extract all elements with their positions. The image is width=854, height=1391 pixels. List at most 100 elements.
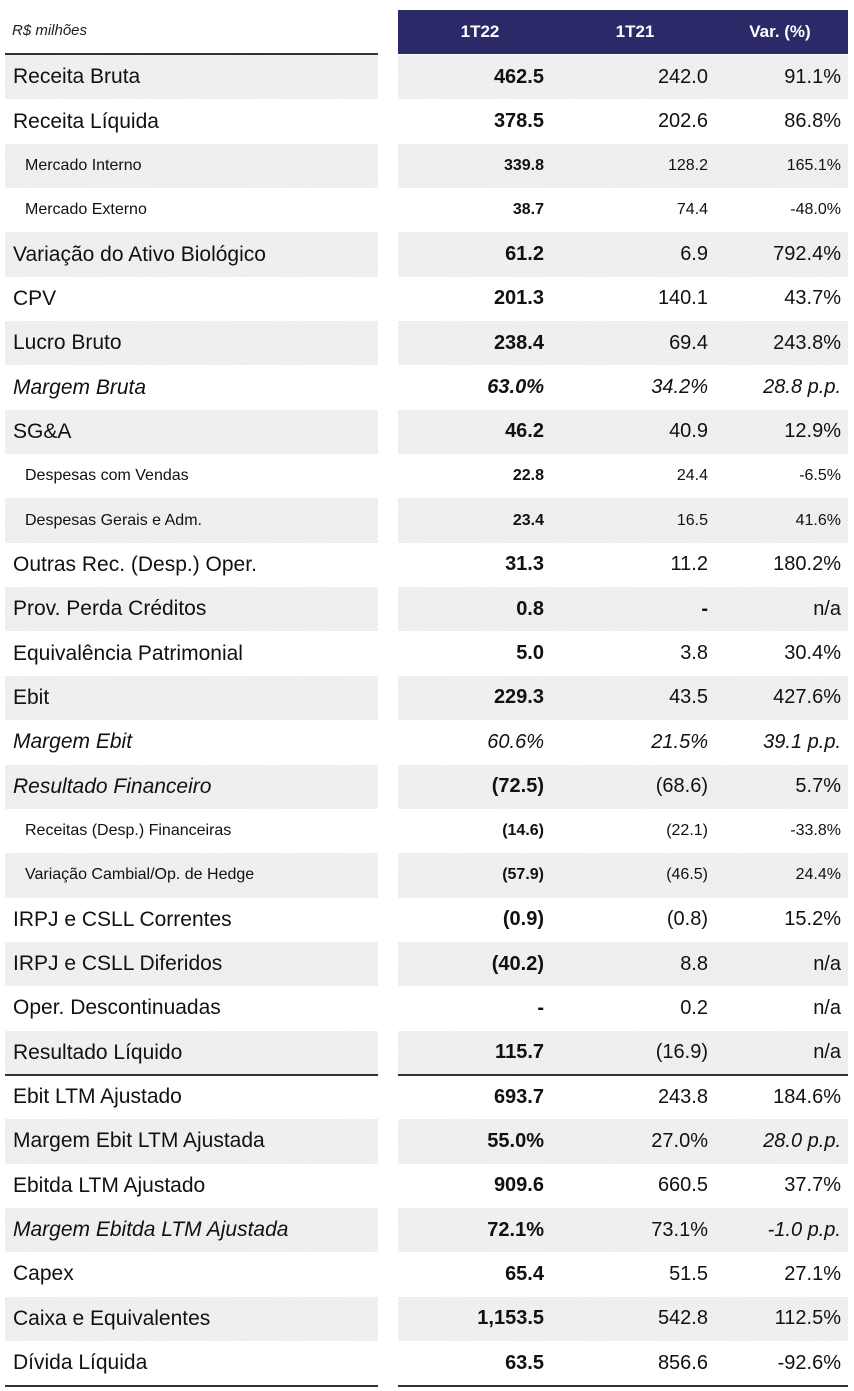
label-cell-bg bbox=[5, 277, 378, 321]
label-cell-bg bbox=[5, 764, 378, 809]
table-row: Mercado Externo 38.7 74.4 -48.0% bbox=[0, 188, 854, 232]
table-row: Lucro Bruto 238.4 69.4 243.8% bbox=[0, 321, 854, 366]
value-variation: 165.1% bbox=[786, 156, 841, 174]
value-1t22: 229.3 bbox=[493, 686, 544, 709]
value-1t22: (72.5) bbox=[491, 775, 544, 798]
value-1t21: (46.5) bbox=[666, 866, 708, 884]
value-1t21: (16.9) bbox=[655, 1041, 708, 1064]
value-variation: 86.8% bbox=[784, 110, 841, 133]
row-label: Margem Ebit LTM Ajustada bbox=[13, 1129, 265, 1153]
row-label: Resultado Financeiro bbox=[13, 774, 212, 798]
value-1t21: 140.1 bbox=[657, 287, 708, 310]
value-cell-bg bbox=[398, 675, 848, 721]
value-cell-bg bbox=[398, 1252, 848, 1296]
value-variation: 180.2% bbox=[773, 553, 841, 576]
row-label: Variação Cambial/Op. de Hedge bbox=[25, 866, 255, 884]
table-row: Resultado Financeiro (72.5) (68.6) 5.7% bbox=[0, 764, 854, 809]
value-variation: 12.9% bbox=[784, 420, 841, 443]
value-1t22: 5.0 bbox=[516, 642, 544, 665]
value-cell-bg bbox=[398, 1030, 848, 1075]
value-1t22: (57.9) bbox=[502, 866, 544, 884]
value-cell-bg bbox=[398, 277, 848, 321]
value-variation: 27.1% bbox=[784, 1262, 841, 1285]
table-row: Margem Bruta 63.0% 34.2% 28.8 p.p. bbox=[0, 365, 854, 409]
value-1t21: - bbox=[701, 597, 708, 620]
value-variation: 15.2% bbox=[784, 908, 841, 931]
value-variation: 43.7% bbox=[784, 287, 841, 310]
table-row: Oper. Descontinuadas - 0.2 n/a bbox=[0, 986, 854, 1030]
value-cell-bg bbox=[398, 1119, 848, 1164]
table-body: Receita Bruta 462.5 242.0 91.1% Receita Líqu… bbox=[0, 55, 854, 1387]
label-cell-bg bbox=[5, 409, 378, 455]
value-1t21: 243.8 bbox=[657, 1085, 708, 1108]
value-variation: 24.4% bbox=[795, 866, 841, 884]
table-row: Dívida Líquida 63.5 856.6 -92.6% bbox=[0, 1341, 854, 1385]
value-cell-bg bbox=[398, 986, 848, 1030]
value-cell-bg bbox=[398, 1164, 848, 1208]
table-row: Despesas Gerais e Adm. 23.4 16.5 41.6% bbox=[0, 498, 854, 543]
row-label: Prov. Perda Créditos bbox=[13, 597, 207, 621]
value-cell-bg bbox=[398, 232, 848, 277]
value-cell-bg bbox=[398, 99, 848, 143]
label-cell-bg bbox=[5, 232, 378, 277]
value-1t21: 69.4 bbox=[669, 331, 708, 354]
value-1t21: 16.5 bbox=[676, 511, 708, 529]
section-rule bbox=[398, 1074, 848, 1077]
row-label: Dívida Líquida bbox=[13, 1351, 148, 1375]
value-cell-bg bbox=[398, 1207, 848, 1253]
value-variation: 112.5% bbox=[774, 1307, 841, 1330]
table-row: CPV 201.3 140.1 43.7% bbox=[0, 277, 854, 321]
value-1t22: 65.4 bbox=[505, 1262, 544, 1285]
value-1t21: 40.9 bbox=[669, 420, 708, 443]
table-row: Resultado Líquido 115.7 (16.9) n/a bbox=[0, 1030, 854, 1075]
value-cell-bg bbox=[398, 321, 848, 366]
row-label: IRPJ e CSLL Diferidos bbox=[13, 952, 223, 976]
value-cell-bg bbox=[398, 454, 848, 498]
label-cell-bg bbox=[5, 321, 378, 366]
row-label: Caixa e Equivalentes bbox=[13, 1306, 211, 1330]
table-row: Variação do Ativo Biológico 61.2 6.9 792.4% bbox=[0, 232, 854, 277]
value-variation: -6.5% bbox=[799, 467, 841, 485]
value-1t22: 0.8 bbox=[516, 597, 544, 620]
table-row: Receita Líquida 378.5 202.6 86.8% bbox=[0, 99, 854, 143]
table-row: Outras Rec. (Desp.) Oper. 31.3 11.2 180.2% bbox=[0, 543, 854, 587]
table-row: Equivalência Patrimonial 5.0 3.8 30.4% bbox=[0, 631, 854, 675]
unit-label: R$ milhões bbox=[12, 22, 88, 39]
row-label: Receita Bruta bbox=[13, 65, 141, 89]
label-cell-bg bbox=[5, 675, 378, 721]
value-1t22: 61.2 bbox=[505, 243, 544, 266]
value-1t22: 1,153.5 bbox=[477, 1307, 544, 1330]
value-1t21: 51.5 bbox=[669, 1262, 708, 1285]
value-1t21: 73.1% bbox=[651, 1218, 708, 1241]
value-variation: 30.4% bbox=[784, 642, 841, 665]
section-rule bbox=[5, 1384, 378, 1387]
header-rule bbox=[5, 53, 378, 55]
table-row: Mercado Interno 339.8 128.2 165.1% bbox=[0, 143, 854, 189]
value-cell-bg bbox=[398, 898, 848, 942]
value-1t21: 24.4 bbox=[676, 467, 708, 485]
row-label: Mercado Externo bbox=[25, 201, 147, 219]
label-cell-bg bbox=[5, 1030, 378, 1075]
value-1t22: 60.6% bbox=[487, 730, 544, 753]
value-variation: 28.0 p.p. bbox=[763, 1129, 841, 1152]
column-header-variation: Var. (%) bbox=[749, 22, 811, 41]
value-1t21: 6.9 bbox=[680, 243, 708, 266]
value-1t21: 856.6 bbox=[657, 1351, 708, 1374]
value-cell-bg bbox=[398, 764, 848, 809]
table-row: Ebit 229.3 43.5 427.6% bbox=[0, 675, 854, 721]
value-1t21: 11.2 bbox=[670, 553, 708, 576]
table-row: Caixa e Equivalentes 1,153.5 542.8 112.5% bbox=[0, 1296, 854, 1341]
value-variation: 91.1% bbox=[784, 65, 841, 88]
value-1t22: 23.4 bbox=[512, 511, 544, 529]
value-1t22: 63.5 bbox=[505, 1351, 544, 1374]
value-variation: 37.7% bbox=[784, 1174, 841, 1197]
value-cell-bg bbox=[398, 188, 848, 232]
value-variation: 184.6% bbox=[773, 1085, 841, 1108]
label-cell-bg bbox=[5, 498, 378, 543]
table-row: Margem Ebit 60.6% 21.5% 39.1 p.p. bbox=[0, 720, 854, 764]
value-cell-bg bbox=[398, 587, 848, 632]
value-cell-bg bbox=[398, 941, 848, 987]
row-label: Receita Líquida bbox=[13, 109, 159, 133]
value-variation: n/a bbox=[813, 996, 841, 1019]
value-variation: -33.8% bbox=[790, 822, 841, 840]
